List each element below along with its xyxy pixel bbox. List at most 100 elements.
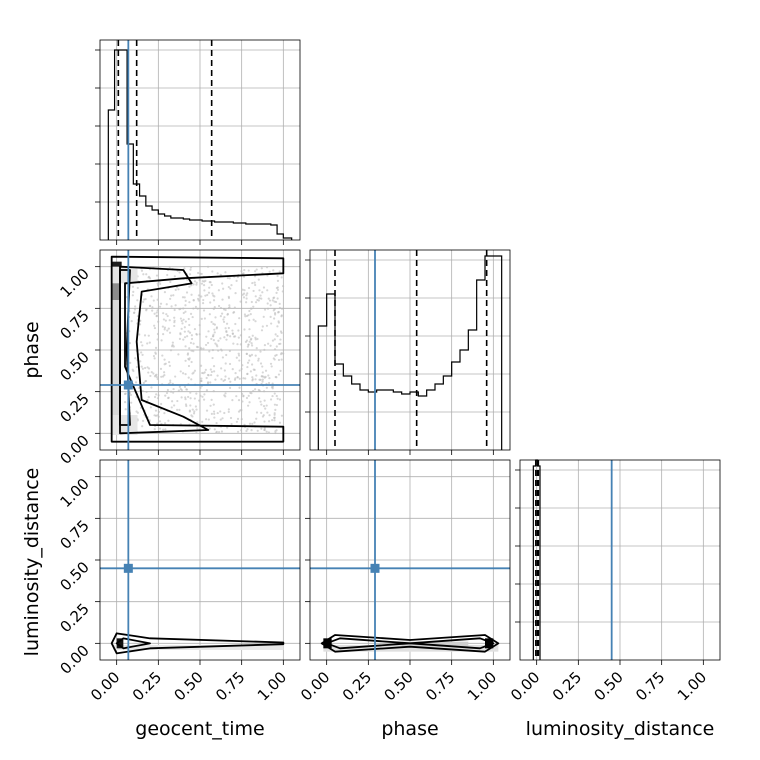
pair-geocent-time-vs-phase-sample bbox=[263, 376, 266, 379]
pair-geocent-time-vs-phase-sample bbox=[198, 333, 201, 336]
pair-phase-vs-luminosity-distance-contour-1 bbox=[325, 637, 495, 650]
pair-geocent-time-vs-phase-sample bbox=[270, 365, 273, 368]
pair-geocent-time-vs-phase-sample bbox=[157, 410, 161, 413]
pair-geocent-time-vs-phase-sample bbox=[143, 366, 147, 370]
pair-geocent-time-vs-phase-sample bbox=[217, 349, 220, 352]
pair-geocent-time-vs-phase-sample bbox=[147, 275, 151, 278]
pair-geocent-time-vs-phase-sample bbox=[236, 430, 240, 433]
pair-geocent-time-vs-phase-sample bbox=[226, 426, 229, 429]
pair-geocent-time-vs-phase-sample bbox=[263, 308, 267, 311]
pair-geocent-time-vs-phase-sample bbox=[250, 342, 253, 345]
pair-geocent-time-vs-phase-sample bbox=[282, 352, 285, 355]
hist-luminosity-distance: 0.00 0.25 0.50 0.75 1.00 bbox=[507, 459, 721, 704]
pair-geocent-time-vs-phase-sample bbox=[269, 398, 273, 401]
pair-geocent-time-vs-phase-sample bbox=[179, 307, 182, 310]
pair-geocent-time-vs-phase-sample bbox=[238, 369, 241, 372]
pair-geocent-time-vs-phase-sample bbox=[260, 375, 263, 378]
pair-geocent-time-vs-phase-sample bbox=[206, 341, 210, 345]
pair-geocent-time-vs-phase-sample bbox=[240, 270, 243, 273]
pair-geocent-time-vs-phase-sample bbox=[190, 337, 194, 341]
pair-geocent-time-vs-phase-sample bbox=[247, 394, 250, 397]
pair-geocent-time-vs-phase-sample bbox=[202, 372, 205, 375]
pair-geocent-time-vs-phase-sample bbox=[180, 319, 183, 323]
pair-geocent-time-vs-phase-sample bbox=[269, 344, 272, 347]
pair-geocent-time-vs-phase-sample bbox=[180, 396, 183, 399]
pair-geocent-time-vs-phase-sample bbox=[189, 341, 193, 344]
pair-geocent-time-vs-phase-sample bbox=[211, 349, 215, 352]
pair-geocent-time-vs-phase-sample bbox=[158, 305, 162, 308]
pair-geocent-time-vs-phase-sample bbox=[200, 377, 203, 380]
pair-geocent-time-vs-phase-sample bbox=[254, 336, 257, 339]
pair-geocent-time-vs-phase-sample bbox=[185, 291, 189, 294]
pair-geocent-time-vs-phase-sample bbox=[217, 289, 220, 292]
pair-geocent-time-vs-phase-sample bbox=[161, 375, 165, 378]
pair-geocent-time-vs-phase-sample bbox=[229, 335, 232, 338]
pair-phase-vs-luminosity-distance-xtick-label-4: 1.00 bbox=[464, 668, 500, 704]
pair-geocent-time-vs-phase-sample bbox=[140, 365, 143, 368]
pair-geocent-time-vs-phase-sample bbox=[278, 398, 282, 401]
pair-geocent-time-vs-phase-sample bbox=[138, 323, 142, 326]
pair-geocent-time-vs-phase-sample bbox=[261, 415, 265, 418]
pair-geocent-time-vs-phase-sample bbox=[246, 292, 249, 295]
pair-geocent-time-vs-phase-sample bbox=[206, 265, 210, 268]
pair-geocent-time-vs-phase-sample bbox=[223, 369, 226, 372]
pair-geocent-time-vs-phase-sample bbox=[276, 334, 279, 338]
pair-geocent-time-vs-phase-sample bbox=[202, 398, 206, 401]
pair-geocent-time-vs-phase-sample bbox=[155, 311, 158, 314]
pair-geocent-time-vs-phase-sample bbox=[225, 330, 228, 334]
xlabel-luminosity-distance: luminosity_distance bbox=[526, 718, 715, 740]
pair-geocent-time-vs-luminosity-distance-contour-0 bbox=[110, 632, 285, 655]
pair-geocent-time-vs-phase-sample bbox=[280, 314, 283, 317]
pair-geocent-time-vs-phase-sample bbox=[273, 358, 276, 361]
pair-geocent-time-vs-phase-sample bbox=[251, 422, 254, 425]
pair-geocent-time-vs-phase-sample bbox=[181, 296, 185, 299]
pair-geocent-time-vs-phase-sample bbox=[177, 288, 180, 291]
pair-geocent-time-vs-phase-sample bbox=[229, 287, 232, 290]
pair-geocent-time-vs-phase-sample bbox=[202, 347, 205, 350]
pair-geocent-time-vs-phase-sample bbox=[152, 354, 156, 358]
pair-geocent-time-vs-phase-sample bbox=[227, 408, 230, 411]
pair-geocent-time-vs-phase-sample bbox=[198, 279, 201, 282]
pair-geocent-time-vs-phase-sample bbox=[278, 270, 281, 273]
pair-geocent-time-vs-phase-sample bbox=[261, 380, 264, 383]
pair-geocent-time-vs-phase-sample bbox=[247, 343, 250, 346]
pair-geocent-time-vs-phase-sample bbox=[195, 392, 198, 395]
pair-geocent-time-vs-phase-sample bbox=[212, 403, 215, 406]
pair-geocent-time-vs-phase-sample bbox=[148, 341, 151, 344]
pair-phase-vs-luminosity-distance-xtick-label-2: 0.50 bbox=[380, 668, 416, 704]
pair-geocent-time-vs-phase-sample bbox=[212, 365, 216, 368]
ylabel-luminosity-distance: luminosity_distance bbox=[21, 468, 43, 657]
pair-geocent-time-vs-phase-sample bbox=[184, 396, 187, 399]
pair-geocent-time-vs-phase-sample bbox=[222, 318, 225, 321]
pair-geocent-time-vs-phase-sample bbox=[165, 391, 169, 395]
pair-geocent-time-vs-phase-sample bbox=[124, 408, 127, 411]
pair-geocent-time-vs-phase-sample bbox=[191, 408, 194, 411]
pair-geocent-time-vs-phase-sample bbox=[200, 379, 203, 382]
pair-geocent-time-vs-phase-sample bbox=[253, 275, 257, 278]
pair-geocent-time-vs-phase-sample bbox=[147, 334, 150, 337]
pair-geocent-time-vs-phase-sample bbox=[235, 420, 238, 423]
pair-geocent-time-vs-phase-sample bbox=[136, 299, 139, 302]
pair-geocent-time-vs-phase-sample bbox=[164, 428, 167, 431]
pair-geocent-time-vs-phase-sample bbox=[274, 375, 277, 379]
pair-geocent-time-vs-phase-sample bbox=[267, 431, 271, 434]
pair-geocent-time-vs-phase-sample bbox=[156, 298, 159, 301]
pair-geocent-time-vs-phase-sample bbox=[182, 338, 185, 341]
pair-geocent-time-vs-phase-sample bbox=[246, 361, 250, 364]
pair-geocent-time-vs-phase-sample bbox=[192, 412, 196, 415]
pair-geocent-time-vs-phase-sample bbox=[187, 330, 190, 333]
pair-geocent-time-vs-phase-sample bbox=[255, 268, 258, 271]
pair-geocent-time-vs-phase-sample bbox=[254, 320, 257, 323]
pair-geocent-time-vs-phase-sample bbox=[154, 351, 157, 354]
pair-geocent-time-vs-phase-sample bbox=[235, 279, 238, 282]
pair-geocent-time-vs-phase-sample bbox=[197, 294, 200, 297]
pair-geocent-time-vs-phase-sample bbox=[261, 378, 264, 381]
pair-geocent-time-vs-phase-sample bbox=[190, 334, 193, 337]
pair-geocent-time-vs-phase-sample bbox=[134, 381, 138, 384]
pair-geocent-time-vs-phase-sample bbox=[254, 354, 257, 357]
pair-geocent-time-vs-phase-sample bbox=[221, 356, 225, 359]
pair-geocent-time-vs-phase-sample bbox=[153, 312, 156, 315]
pair-geocent-time-vs-phase-sample bbox=[278, 306, 282, 309]
pair-geocent-time-vs-phase-sample bbox=[277, 373, 281, 376]
pair-geocent-time-vs-phase-sample bbox=[170, 406, 173, 409]
